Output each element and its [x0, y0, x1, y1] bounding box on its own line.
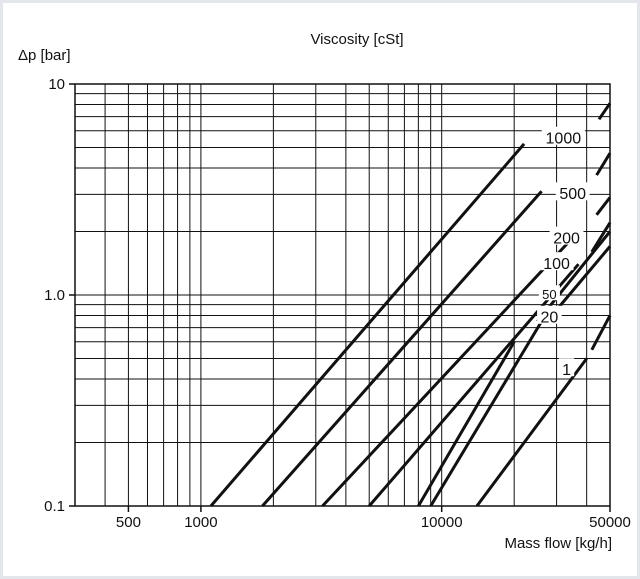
curve-100: [368, 263, 580, 507]
curve-label: 500: [559, 186, 586, 203]
ticks: 500 1000 10000 50000 0.1 1.0 10: [44, 76, 631, 531]
x-tick-label: 500: [116, 514, 141, 531]
curve-20: [555, 245, 612, 311]
grid: [74, 83, 611, 507]
curve-100: [590, 221, 612, 253]
curve-label: 1000: [546, 131, 582, 148]
curve-20: [429, 320, 543, 507]
curve-500: [261, 190, 543, 507]
x-axis-label: Mass flow [kg/h]: [504, 535, 612, 552]
chart-title: Viscosity [cSt]: [310, 31, 403, 48]
y-tick-label: 0.1: [44, 498, 65, 515]
curve-200: [321, 230, 580, 508]
curve-500: [595, 152, 612, 176]
curve-1000: [209, 142, 526, 507]
x-tick-label: 1000: [184, 514, 217, 531]
curve-label: 100: [543, 256, 570, 273]
curve-label: 200: [553, 230, 580, 247]
curve-label-bg: [541, 126, 585, 145]
chart-panel: [3, 3, 637, 576]
y-tick-label: 1.0: [44, 287, 65, 304]
curve-labels: 1000 500 200 100 50 20 1: [537, 126, 590, 379]
curve-1000: [597, 102, 612, 121]
curve-label: 50: [542, 287, 556, 302]
curve-50: [417, 341, 516, 507]
y-tick-label: 10: [48, 76, 65, 93]
curve-1: [590, 314, 612, 351]
curve-label-bg: [555, 182, 590, 201]
curve-label: 1: [562, 362, 571, 379]
curve-label-bg: [539, 252, 574, 271]
curve-label-bg: [558, 358, 575, 377]
y-axis-label: Δp [bar]: [18, 47, 71, 64]
curve-label-bg: [538, 285, 560, 301]
curve-label-bg: [549, 226, 584, 245]
curve-label: 20: [540, 310, 558, 327]
curve-label-bg: [537, 305, 562, 324]
curve-200: [595, 196, 612, 216]
x-tick-label: 50000: [589, 514, 631, 531]
curves: [209, 102, 612, 508]
x-tick-label: 10000: [421, 514, 463, 531]
curve-1: [475, 357, 588, 507]
